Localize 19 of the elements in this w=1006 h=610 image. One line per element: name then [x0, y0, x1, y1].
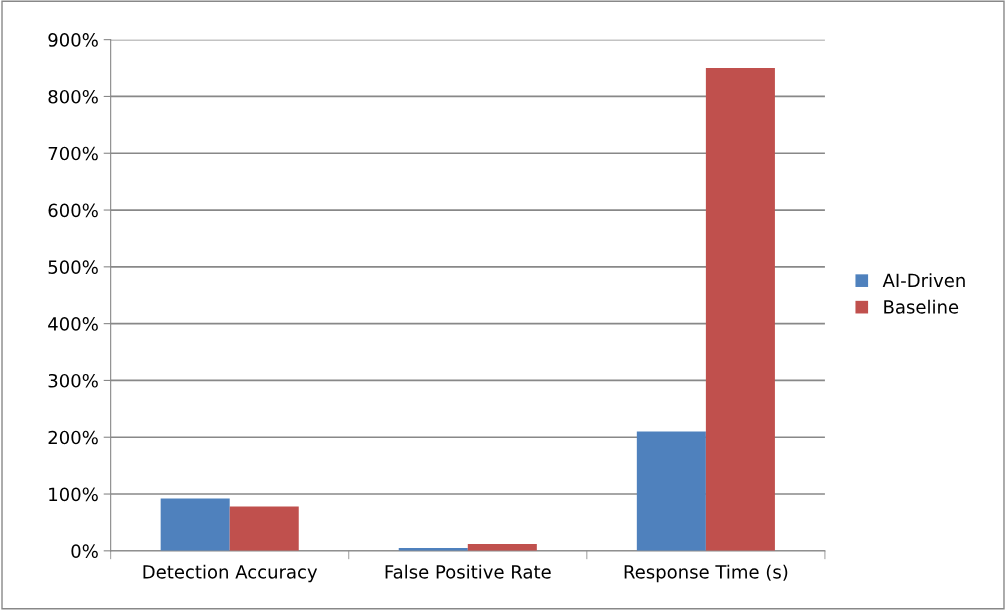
bar — [636, 431, 706, 551]
y-tick-label: 0% — [71, 544, 98, 558]
legend-label: Baseline — [884, 299, 959, 314]
x-tick-label: False Positive Rate — [385, 564, 551, 579]
y-tick-label: 400% — [48, 317, 98, 331]
y-tick-label: 100% — [49, 487, 98, 502]
bar — [705, 68, 775, 551]
y-tick-label: 500% — [48, 260, 98, 274]
x-tick-label: Detection Accuracy — [143, 564, 318, 583]
x-tick-label: Response Time (s) — [624, 564, 788, 583]
y-tick-label: 200% — [48, 430, 98, 445]
y-tick-label: 900% — [48, 33, 98, 47]
bar — [229, 506, 299, 551]
bar — [160, 498, 230, 551]
y-tick-label: 800% — [48, 89, 98, 104]
y-tick-label: 300% — [48, 373, 98, 388]
y-tick-label: 600% — [48, 203, 98, 218]
y-tick-label: 700% — [48, 146, 98, 161]
legend-label: AI-Driven — [882, 273, 965, 288]
